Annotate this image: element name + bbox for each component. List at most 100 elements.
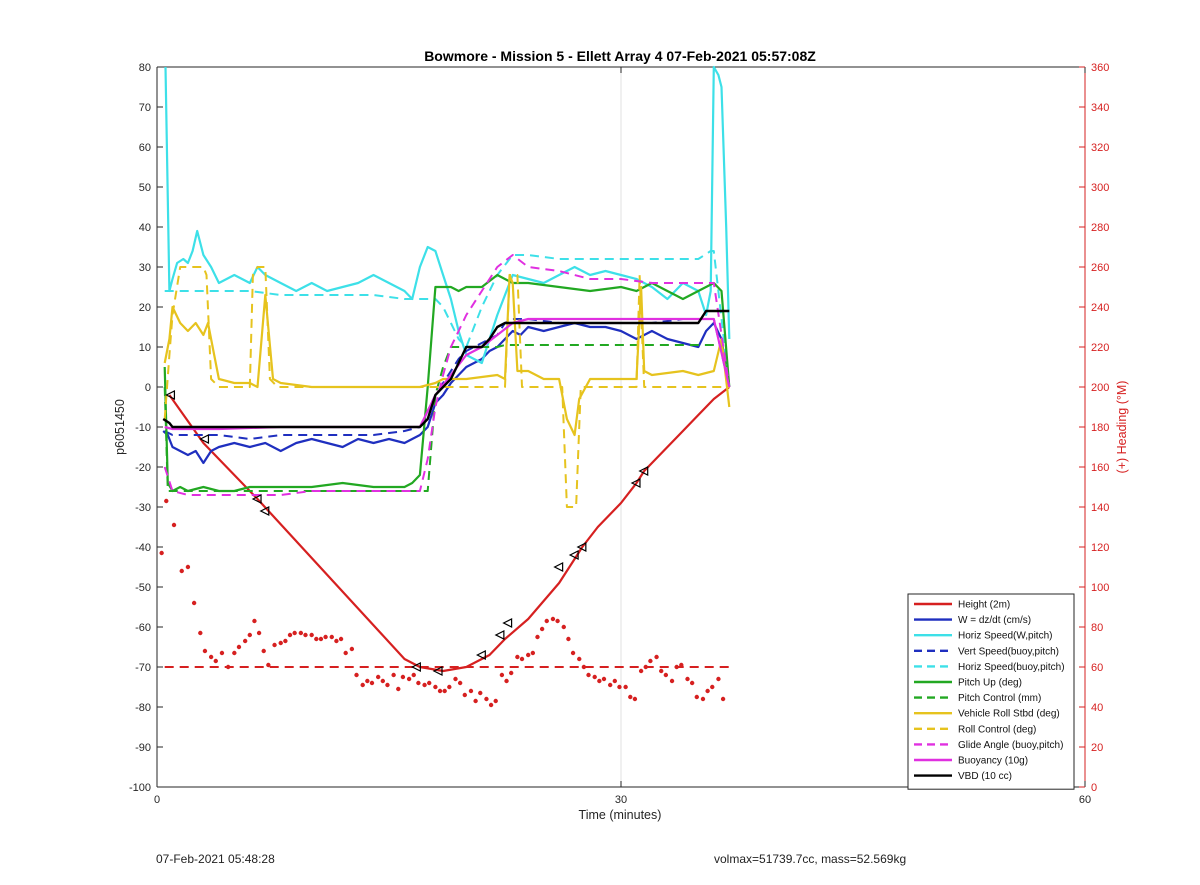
y-tick-label-left: 40 [139, 222, 151, 234]
y-tick-label-right: 0 [1091, 782, 1097, 794]
heading-point [422, 682, 427, 688]
heading-point [343, 650, 348, 656]
heading-point [453, 676, 458, 682]
heading-point [705, 688, 710, 694]
heading-point [314, 636, 319, 642]
legend-label-4: Horiz Speed(buoy,pitch) [958, 662, 1065, 673]
heading-point [700, 696, 706, 702]
heading-point [365, 678, 370, 684]
heading-point [298, 630, 304, 636]
heading-point [493, 698, 498, 704]
heading-point [191, 600, 197, 606]
legend-label-6: Pitch Control (mm) [958, 693, 1041, 704]
heading-points-layer [159, 498, 726, 708]
heading-point [462, 692, 467, 698]
legend-label-3: Vert Speed(buoy,pitch) [958, 646, 1059, 657]
heading-point [391, 672, 396, 678]
heading-point [208, 654, 214, 660]
heading-point [396, 686, 401, 692]
heading-point [303, 632, 308, 638]
heading-point [648, 658, 653, 664]
heading-point [261, 648, 266, 654]
series-layer [162, 65, 731, 673]
heading-point [202, 648, 208, 654]
heading-point [256, 630, 262, 636]
y-tick-label-right: 340 [1091, 102, 1109, 114]
heading-point [530, 650, 536, 656]
heading-point [287, 632, 293, 638]
y-tick-label-right: 200 [1091, 382, 1109, 394]
heading-point [225, 664, 231, 670]
heading-point [488, 702, 494, 708]
heading-point [272, 642, 277, 648]
y-tick-label-left: -50 [135, 582, 151, 594]
height-marker [259, 506, 270, 516]
y-tick-label-right: 240 [1091, 302, 1109, 314]
heading-point [473, 698, 478, 704]
heading-point [581, 664, 587, 670]
heading-point [427, 680, 432, 686]
series-line-10 [164, 317, 731, 431]
heading-point [478, 690, 483, 696]
heading-point [694, 694, 699, 700]
y-tick-label-right: 320 [1091, 142, 1109, 154]
start-time-label: 07-Feb-2021 05:48:28 [156, 852, 275, 866]
heading-point [411, 672, 416, 678]
heading-point [623, 684, 628, 690]
heading-point [526, 652, 531, 658]
heading-point [679, 662, 684, 668]
y-tick-label-left: 0 [145, 382, 151, 394]
height-marker [568, 550, 579, 560]
heading-point [406, 676, 412, 682]
heading-point [232, 650, 237, 656]
height-marker [502, 618, 513, 628]
series-line-11 [162, 309, 730, 429]
heading-point [601, 676, 607, 682]
height-marker [251, 494, 262, 504]
heading-point [334, 638, 339, 644]
series-line-8 [163, 266, 730, 508]
height-markers-layer [165, 390, 649, 676]
heading-point [213, 658, 218, 664]
legend-label-11: VBD (10 cc) [958, 771, 1012, 782]
heading-point [504, 678, 509, 684]
series-line-2 [164, 65, 731, 365]
height-marker [475, 650, 486, 660]
y-tick-label-left: 60 [139, 142, 151, 154]
y-tick-label-right: 100 [1091, 582, 1109, 594]
height-marker [553, 562, 564, 572]
heading-point [597, 678, 602, 684]
y-tick-label-left: -90 [135, 742, 151, 754]
heading-point [720, 696, 726, 702]
heading-point [535, 634, 540, 640]
heading-point [499, 672, 505, 678]
y-tick-label-left: 80 [139, 62, 151, 74]
heading-point [375, 674, 381, 680]
heading-point [380, 678, 386, 684]
heading-point [612, 678, 618, 684]
legend-label-5: Pitch Up (deg) [958, 678, 1022, 689]
series-line-9 [163, 254, 731, 496]
y-axis-label-left: p6051450 [113, 399, 127, 455]
heading-point [354, 672, 359, 678]
heading-point [416, 680, 421, 686]
y-tick-label-left: -80 [135, 702, 151, 714]
heading-point [179, 568, 184, 574]
heading-point [164, 498, 169, 504]
heading-point [400, 674, 406, 680]
heading-point [685, 676, 690, 682]
y-tick-label-left: -10 [135, 422, 151, 434]
legend-label-8: Roll Control (deg) [958, 724, 1036, 735]
heading-point [292, 630, 297, 636]
heading-point [586, 672, 591, 678]
heading-point [654, 654, 659, 660]
y-tick-label-right: 120 [1091, 542, 1109, 554]
heading-point [442, 688, 447, 694]
heading-point [555, 618, 560, 624]
heading-point [433, 684, 438, 690]
y-tick-label-left: 10 [139, 342, 151, 354]
height-marker [165, 390, 176, 400]
heading-point [349, 646, 355, 652]
heading-point [247, 632, 252, 638]
y-tick-label-right: 160 [1091, 462, 1109, 474]
